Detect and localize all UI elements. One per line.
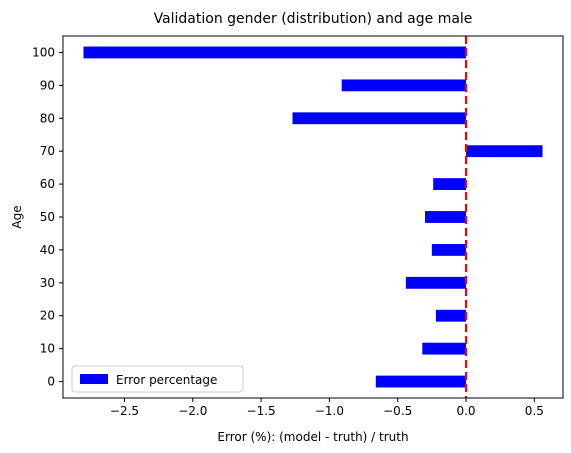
legend: Error percentage — [72, 366, 243, 392]
y-tick-label: 40 — [40, 243, 55, 257]
bar-age-20 — [436, 310, 466, 322]
y-axis-label: Age — [10, 205, 24, 228]
x-axis-label: Error (%): (model - truth) / truth — [217, 430, 408, 444]
y-tick-label: 70 — [40, 144, 55, 158]
y-tick-label: 0 — [47, 375, 55, 389]
bar-age-70 — [466, 145, 543, 157]
y-tick-label: 100 — [32, 45, 55, 59]
bar-age-50 — [425, 211, 466, 223]
y-tick-label: 60 — [40, 177, 55, 191]
legend-swatch — [80, 374, 108, 384]
bar-age-90 — [342, 79, 466, 91]
bar-age-30 — [406, 277, 466, 289]
x-tick-label: −0.5 — [383, 404, 412, 418]
x-tick-label: −2.0 — [178, 404, 207, 418]
bar-age-40 — [432, 244, 466, 256]
x-tick-label: −1.5 — [247, 404, 276, 418]
bar-age-10 — [422, 343, 466, 355]
bar-age-80 — [293, 112, 466, 124]
y-ticks: 0 10 20 30 40 50 60 70 80 90 100 — [32, 45, 63, 388]
x-tick-label: −1.0 — [315, 404, 344, 418]
plot-area — [63, 36, 563, 398]
bar-age-60 — [433, 178, 466, 190]
legend-label: Error percentage — [116, 373, 217, 387]
x-tick-label: 0.5 — [525, 404, 544, 418]
y-tick-label: 30 — [40, 276, 55, 290]
y-tick-label: 20 — [40, 309, 55, 323]
x-tick-label: −2.5 — [110, 404, 139, 418]
x-ticks: −2.5 −2.0 −1.5 −1.0 −0.5 0.0 0.5 — [110, 398, 544, 418]
y-tick-label: 50 — [40, 210, 55, 224]
bar-age-0 — [376, 376, 466, 388]
y-tick-label: 10 — [40, 342, 55, 356]
chart-title: Validation gender (distribution) and age… — [154, 11, 473, 27]
y-tick-label: 80 — [40, 111, 55, 125]
bar-age-100 — [83, 47, 466, 59]
x-tick-label: 0.0 — [456, 404, 475, 418]
y-tick-label: 90 — [40, 78, 55, 92]
